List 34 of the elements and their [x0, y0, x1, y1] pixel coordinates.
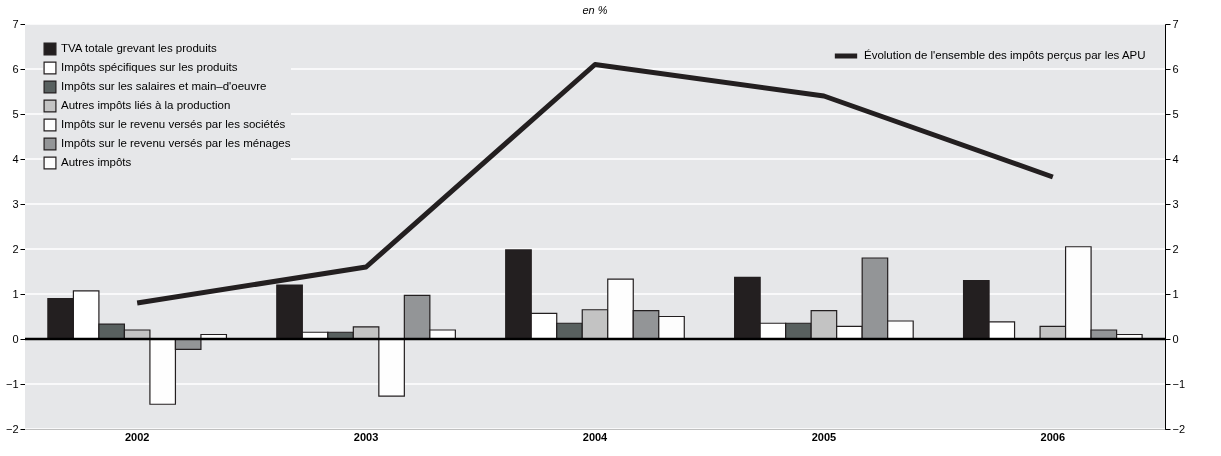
legend-label: Impôts sur le revenu versés par les ménages — [61, 137, 291, 149]
y2-tick-label: 2 — [1172, 242, 1179, 255]
y-tick-label: 0 — [12, 332, 19, 345]
y2-tick-label: −1 — [1172, 377, 1186, 390]
x-tick-label: 2005 — [811, 430, 837, 443]
y2-tick-label: 0 — [1172, 332, 1179, 345]
legend-label: Autres impôts liés à la production — [61, 99, 231, 111]
y2-tick-label: −2 — [1172, 422, 1186, 435]
y-tick-label: 3 — [12, 197, 19, 210]
legend-label: Impôts sur les salaires et main–d'oeuvre — [61, 80, 267, 92]
y2-tick-label: 5 — [1172, 107, 1179, 120]
legend-label: Impôts spécifiques sur les produits — [61, 61, 238, 73]
y-tick-label: 2 — [12, 242, 19, 255]
y-tick-label: 7 — [12, 17, 19, 30]
y2-tick-label: 4 — [1172, 152, 1179, 165]
x-tick-label: 2003 — [353, 430, 379, 443]
legend-label: Évolution de l'ensemble des impôts perçus par les APU — [864, 49, 1146, 61]
y-tick-label: 4 — [12, 152, 19, 165]
y-tick-label: 5 — [12, 107, 19, 120]
x-tick-label: 2004 — [582, 430, 609, 443]
x-tick-label: 2006 — [1040, 430, 1066, 443]
y2-tick-label: 6 — [1172, 62, 1179, 75]
y-tick-label: 1 — [12, 287, 19, 300]
legend-label: TVA totale grevant les produits — [61, 42, 218, 54]
y2-tick-label: 1 — [1172, 287, 1179, 300]
chart-subtitle: en % — [582, 4, 608, 16]
y2-tick-label: 3 — [1172, 197, 1179, 210]
y2-tick-label: 7 — [1172, 17, 1179, 30]
y-tick-label: −1 — [5, 377, 19, 390]
legend-label: Impôts sur le revenu versés par les sociétés — [61, 118, 286, 130]
x-tick-label: 2002 — [124, 430, 150, 443]
y-tick-label: 6 — [12, 62, 19, 75]
legend-label: Autres impôts — [61, 156, 132, 168]
y-tick-label: −2 — [5, 422, 19, 435]
